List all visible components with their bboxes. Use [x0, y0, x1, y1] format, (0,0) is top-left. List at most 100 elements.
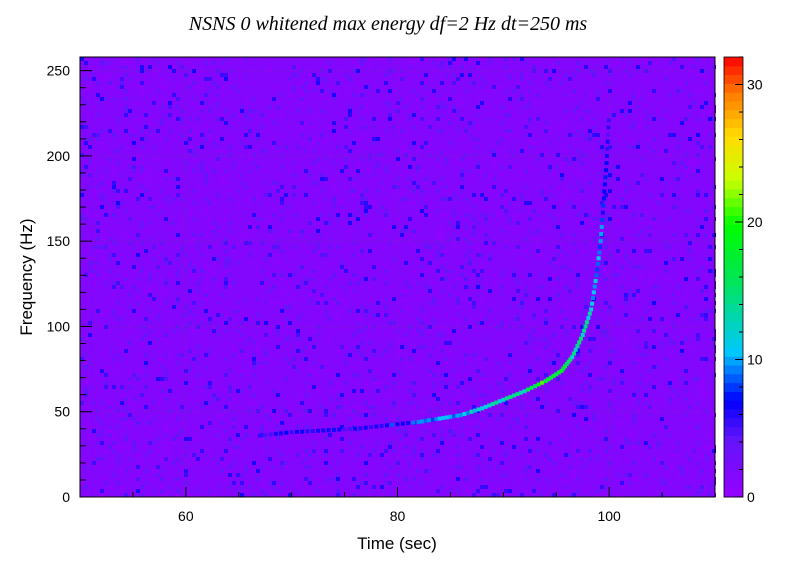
- spectrogram-cell: [548, 225, 552, 229]
- spectrogram-cell: [116, 285, 120, 289]
- spectrogram-cell: [192, 233, 196, 237]
- spectrogram-cell: [308, 297, 312, 301]
- spectrogram-cell: [688, 137, 692, 141]
- spectrogram-cell: [100, 413, 104, 417]
- spectrogram-cell: [488, 389, 492, 393]
- spectrogram-cell: [344, 381, 348, 385]
- spectrogram-cell: [348, 113, 352, 117]
- spectrogram-cell: [196, 241, 200, 245]
- chart-title: NSNS 0 whitened max energy df=2 Hz dt=25…: [188, 13, 588, 35]
- spectrogram-cell: [128, 77, 132, 81]
- spectrogram-cell: [564, 253, 568, 257]
- spectrogram-cell: [296, 269, 300, 273]
- spectrogram-cell: [92, 461, 96, 465]
- spectrogram-cell: [676, 173, 680, 177]
- spectrogram-cell: [276, 281, 280, 285]
- spectrogram-cell: [488, 457, 492, 461]
- spectrogram-cell: [136, 405, 140, 409]
- spectrogram-cell: [556, 409, 560, 413]
- spectrogram-cell: [84, 389, 88, 393]
- spectrogram-cell: [308, 397, 312, 401]
- spectrogram-cell: [272, 121, 276, 125]
- spectrogram-cell: [548, 157, 552, 161]
- spectrogram-cell: [520, 433, 524, 437]
- spectrogram-cell: [488, 205, 492, 209]
- spectrogram-cell: [300, 461, 304, 465]
- spectrogram-cell: [536, 401, 540, 405]
- spectrogram-cell: [256, 221, 260, 225]
- spectrogram-cell: [216, 281, 220, 285]
- spectrogram-cell: [160, 289, 164, 293]
- spectrogram-cell: [248, 129, 252, 133]
- spectrogram-cell: [660, 441, 664, 445]
- spectrogram-cell: [416, 405, 420, 409]
- spectrogram-cell: [112, 281, 116, 285]
- spectrogram-cell: [460, 393, 464, 397]
- spectrogram-cell: [344, 93, 348, 97]
- spectrogram-cell: [416, 317, 420, 321]
- spectrogram-cell: [520, 57, 524, 61]
- spectrogram-cell: [260, 113, 264, 117]
- spectrogram-cell: [280, 233, 284, 237]
- spectrogram-cell: [324, 437, 328, 441]
- spectrogram-cell: [324, 177, 328, 181]
- spectrogram-cell: [604, 333, 608, 337]
- spectrogram-cell: [220, 293, 224, 297]
- spectrogram-cell: [396, 473, 400, 477]
- spectrogram-cell: [288, 297, 292, 301]
- spectrogram-cell: [632, 349, 636, 353]
- spectrogram-cell: [588, 405, 592, 409]
- spectrogram-cell: [80, 309, 84, 313]
- spectrogram-cell: [312, 401, 316, 405]
- spectrogram-cell: [660, 481, 664, 485]
- spectrogram-cell: [672, 361, 676, 365]
- spectrogram-cell: [712, 217, 716, 221]
- spectrogram-cell: [624, 413, 628, 417]
- spectrogram-cell: [544, 345, 548, 349]
- spectrogram-cell: [576, 213, 580, 217]
- spectrogram-cell: [608, 197, 612, 201]
- chirp-point: [411, 420, 416, 425]
- spectrogram-cell: [136, 453, 140, 457]
- spectrogram-cell: [604, 213, 608, 217]
- chirp-point: [305, 429, 310, 434]
- spectrogram-cell: [604, 217, 608, 221]
- spectrogram-cell: [204, 177, 208, 181]
- spectrogram-cell: [180, 269, 184, 273]
- spectrogram-cell: [524, 73, 528, 77]
- spectrogram-cell: [700, 489, 704, 493]
- spectrogram-cell: [156, 333, 160, 337]
- spectrogram-cell: [348, 125, 352, 129]
- spectrogram-cell: [108, 129, 112, 133]
- spectrogram-cell: [232, 445, 236, 449]
- spectrogram-cell: [292, 245, 296, 249]
- spectrogram-cell: [124, 193, 128, 197]
- spectrogram-cell: [388, 393, 392, 397]
- spectrogram-cell: [92, 77, 96, 81]
- spectrogram-cell: [688, 405, 692, 409]
- spectrogram-cell: [264, 277, 268, 281]
- spectrogram-cell: [624, 129, 628, 133]
- spectrogram-cell: [192, 125, 196, 129]
- spectrogram-cell: [176, 489, 180, 493]
- spectrogram-cell: [296, 481, 300, 485]
- spectrogram-cell: [456, 113, 460, 117]
- spectrogram-cell: [340, 205, 344, 209]
- spectrogram-cell: [360, 197, 364, 201]
- spectrogram-cell: [216, 105, 220, 109]
- spectrogram-cell: [176, 297, 180, 301]
- spectrogram-cell: [104, 213, 108, 217]
- spectrogram-cell: [340, 289, 344, 293]
- spectrogram-cell: [160, 365, 164, 369]
- spectrogram-cell: [92, 189, 96, 193]
- spectrogram-cell: [644, 373, 648, 377]
- chirp-point: [406, 421, 411, 426]
- spectrogram-cell: [220, 377, 224, 381]
- spectrogram-cell: [660, 385, 664, 389]
- spectrogram-cell: [652, 229, 656, 233]
- chirp-point: [590, 296, 595, 301]
- spectrogram-cell: [128, 125, 132, 129]
- spectrogram-cell: [700, 141, 704, 145]
- spectrogram-cell: [652, 273, 656, 277]
- spectrogram-cell: [480, 445, 484, 449]
